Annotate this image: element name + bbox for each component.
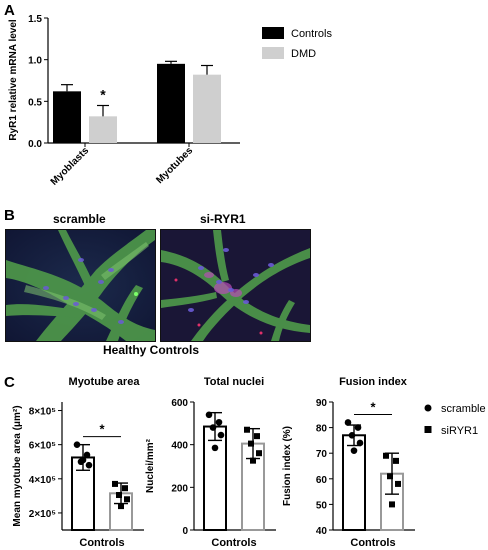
data-point-siryr1 xyxy=(116,492,122,499)
data-point-siryr1 xyxy=(250,457,256,464)
y-tick-label: 60 xyxy=(316,475,328,486)
micrograph-si-ryr1 xyxy=(160,229,311,342)
y-tick-label: 2×10⁵ xyxy=(29,509,57,520)
y-tick-label: 50 xyxy=(316,500,328,511)
y-axis-label: Fusion index (%) xyxy=(282,426,293,506)
panel-b-label: B xyxy=(4,207,15,224)
data-point-siryr1 xyxy=(393,457,399,464)
bar-myoblasts-dmd xyxy=(89,116,117,143)
y-tick-label: 90 xyxy=(316,398,328,409)
data-point-scramble xyxy=(73,441,81,448)
legend-label-scramble: scramble xyxy=(441,403,486,415)
data-point-scramble xyxy=(209,424,217,431)
y-axis-label: Nuclei/mm² xyxy=(145,438,156,493)
y-tick-label: 80 xyxy=(316,424,328,435)
bar-myotubes-dmd xyxy=(193,74,221,143)
legend-label-controls: Controls xyxy=(291,28,332,40)
data-point-scramble xyxy=(217,431,225,439)
chart-a-rymr1-mrna: 0.0 0.5 1.0 1.5 RyR1 relative mRNA level Myob… xyxy=(8,14,332,188)
data-point-scramble xyxy=(348,431,356,439)
bar-myotubes-controls xyxy=(157,63,185,144)
data-point-siryr1 xyxy=(124,496,130,503)
x-axis-label: Controls xyxy=(79,537,124,549)
data-point-scramble xyxy=(356,439,364,447)
x-tick-label: Myoblasts xyxy=(49,145,92,188)
panel-a-label: A xyxy=(4,2,15,19)
data-point-scramble xyxy=(83,451,91,459)
subplot-title: Total nuclei xyxy=(204,376,264,388)
y-tick-label: 400 xyxy=(171,441,188,452)
data-point-siryr1 xyxy=(244,426,250,433)
image-label-scramble: scramble xyxy=(53,212,106,226)
y-tick-label: 8×10⁵ xyxy=(29,407,57,418)
data-point-siryr1 xyxy=(112,480,118,487)
y-tick-label: 200 xyxy=(171,483,188,494)
bar-scramble xyxy=(203,425,227,531)
x-axis-label: Controls xyxy=(211,537,256,549)
y-tick-label: 40 xyxy=(316,526,328,537)
legend-swatch-controls xyxy=(262,27,284,39)
y-tick-label: 4×10⁵ xyxy=(29,475,57,486)
y-tick-label: 600 xyxy=(171,398,188,409)
significance-star: * xyxy=(99,422,105,437)
legend-marker-scramble xyxy=(424,404,432,412)
panel-c-label: C xyxy=(4,374,15,391)
y-axis-label: Mean myotube area (μm²) xyxy=(12,405,23,526)
y-tick-label: 70 xyxy=(316,449,328,460)
image-label-si-ryr1: si-RYR1 xyxy=(200,212,246,226)
data-point-scramble xyxy=(205,411,213,419)
data-point-scramble xyxy=(79,456,87,464)
data-point-siryr1 xyxy=(256,450,262,457)
data-point-scramble xyxy=(211,444,219,452)
y-tick-label: 1.0 xyxy=(28,56,42,67)
data-point-siryr1 xyxy=(383,452,389,459)
legend-marker-siryr1 xyxy=(424,426,432,433)
data-point-scramble xyxy=(344,419,352,426)
data-point-scramble xyxy=(354,424,362,431)
x-axis-label: Controls xyxy=(350,537,395,549)
y-tick-label: 0.5 xyxy=(28,97,42,108)
significance-star: * xyxy=(100,87,106,103)
legend-label-dmd: DMD xyxy=(291,48,316,60)
significance-star: * xyxy=(370,399,376,414)
legend-label-siryr1: siRYR1 xyxy=(441,425,478,437)
y-tick-label: 0.0 xyxy=(28,139,42,150)
y-tick-label: 0 xyxy=(182,526,188,537)
x-tick-label: Myotubes xyxy=(154,145,195,186)
data-point-scramble xyxy=(85,461,93,469)
bar-myoblasts-controls xyxy=(53,91,81,143)
subplot-title: Fusion index xyxy=(339,376,408,388)
chart-c-siryr1-effects: Myotube area 2×10⁵ 4×10⁵ 6×10⁵ 8×10⁵ Mean myo… xyxy=(12,376,486,549)
y-tick-label: 6×10⁵ xyxy=(29,441,57,452)
y-tick-label: 1.5 xyxy=(28,14,42,25)
data-point-siryr1 xyxy=(395,480,401,487)
data-point-scramble xyxy=(215,418,223,426)
legend-swatch-dmd xyxy=(262,47,284,59)
data-point-siryr1 xyxy=(118,503,124,510)
data-point-siryr1 xyxy=(122,485,128,492)
y-axis-label: RyR1 relative mRNA level xyxy=(8,19,19,141)
data-point-siryr1 xyxy=(248,440,254,447)
data-point-siryr1 xyxy=(389,501,395,508)
panel-b-caption: Healthy Controls xyxy=(103,343,200,357)
subplot-title: Myotube area xyxy=(69,376,141,388)
micrograph-scramble xyxy=(5,229,156,342)
data-point-siryr1 xyxy=(254,433,260,440)
data-point-siryr1 xyxy=(387,473,393,480)
data-point-scramble xyxy=(350,447,358,454)
